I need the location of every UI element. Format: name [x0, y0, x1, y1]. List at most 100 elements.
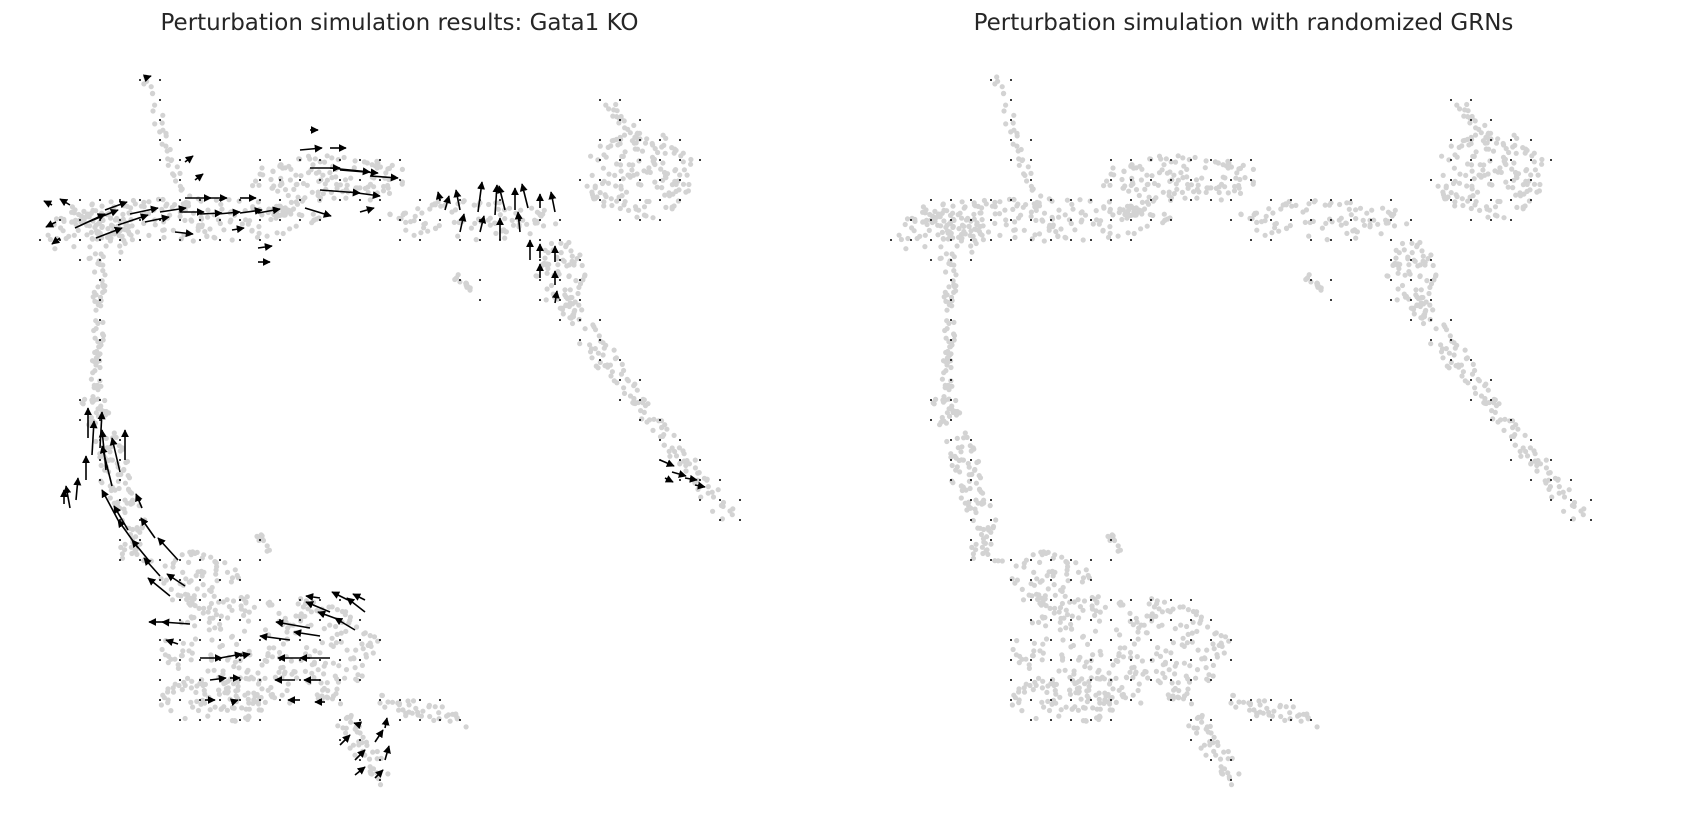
left-grid-point: [199, 639, 201, 641]
left-cell-point: [245, 667, 251, 674]
left-cell-point: [669, 145, 675, 151]
left-cell-point: [72, 207, 78, 213]
right-cell-point: [940, 202, 946, 208]
right-cell-point: [966, 464, 972, 470]
right-cell-point: [968, 228, 974, 234]
right-cell-point: [1433, 272, 1439, 278]
right-grid-point: [1530, 479, 1532, 481]
left-cell-point: [298, 611, 304, 617]
left-cell-point: [185, 592, 191, 598]
right-grid-point: [1550, 479, 1552, 481]
right-cell-point: [1037, 579, 1043, 585]
left-cell-point: [215, 217, 221, 223]
right-cell-point: [946, 302, 952, 308]
left-cell-point: [182, 682, 188, 689]
left-grid-point: [339, 659, 341, 661]
right-cell-point: [1156, 606, 1162, 612]
left-cell-point: [122, 547, 128, 553]
right-grid-point: [1570, 519, 1572, 521]
right-cell-point: [1016, 162, 1022, 168]
left-cell-point: [116, 485, 122, 492]
right-grid-point: [1070, 199, 1072, 201]
right-cell-point: [1304, 275, 1311, 281]
left-cell-point: [379, 692, 385, 699]
left-grid-point: [339, 159, 341, 161]
right-cell-point: [1443, 346, 1449, 352]
left-cell-point: [225, 678, 231, 684]
right-cell-point: [1218, 197, 1224, 203]
left-cell-point: [324, 177, 330, 183]
right-cell-point: [1217, 756, 1224, 762]
right-grid-point: [1070, 579, 1072, 581]
right-cell-point: [1172, 671, 1178, 677]
right-grid-point: [1270, 239, 1272, 241]
right-cell-point: [1185, 185, 1191, 191]
right-cell-point: [1581, 506, 1587, 512]
left-cell-point: [445, 712, 451, 718]
left-grid-point: [399, 239, 401, 241]
left-cell-point: [324, 680, 330, 686]
left-cell-point: [468, 225, 474, 231]
left-cell-point: [729, 512, 735, 518]
right-cell-point: [939, 229, 945, 235]
right-cell-point: [990, 523, 997, 530]
left-grid-point: [259, 619, 261, 621]
right-grid-point: [1050, 199, 1052, 201]
left-vector-arrow: [259, 632, 291, 641]
left-cell-point: [218, 613, 224, 619]
right-grid-point: [1130, 659, 1132, 661]
right-cell-point: [1162, 674, 1168, 681]
right-grid-point: [1570, 479, 1572, 481]
right-cell-point: [941, 218, 947, 224]
right-cell-point: [1319, 225, 1325, 231]
left-grid-point: [319, 619, 321, 621]
left-grid-point: [559, 219, 561, 221]
right-cell-point: [980, 550, 986, 557]
right-cell-point: [950, 203, 956, 209]
left-grid-point: [179, 679, 181, 681]
right-grid-point: [1130, 219, 1132, 221]
left-cell-point: [613, 101, 619, 108]
right-cell-point: [1019, 586, 1025, 593]
right-grid-point: [950, 399, 952, 401]
left-cell-point: [659, 144, 665, 150]
right-cell-point: [1250, 179, 1256, 185]
right-grid-point: [1110, 679, 1112, 681]
right-cell-point: [1446, 350, 1452, 356]
left-cell-point: [177, 213, 183, 220]
right-cell-point: [1076, 689, 1082, 695]
right-grid-point: [1250, 719, 1252, 721]
right-cell-point: [1524, 167, 1530, 173]
left-cell-point: [103, 435, 109, 441]
right-cell-point: [939, 376, 945, 382]
left-cell-point: [371, 634, 378, 640]
right-cell-point: [1028, 213, 1034, 220]
left-cell-point: [128, 205, 134, 211]
left-cell-point: [352, 726, 358, 732]
left-cell-point: [100, 331, 106, 337]
right-grid-point: [1190, 659, 1192, 661]
right-cell-point: [1308, 279, 1314, 285]
right-cell-point: [1107, 206, 1113, 212]
right-cell-point: [1414, 244, 1420, 250]
left-cell-point: [453, 711, 459, 717]
right-cell-point: [1543, 457, 1549, 463]
right-cell-point: [948, 364, 954, 371]
right-grid-point: [1310, 239, 1312, 241]
right-grid-point: [1230, 779, 1232, 781]
left-cell-point: [620, 176, 626, 182]
right-cell-point: [1481, 162, 1487, 168]
right-grid-point: [1370, 219, 1372, 221]
right-cell-point: [1113, 627, 1120, 633]
right-cell-point: [946, 413, 953, 419]
left-cell-point: [199, 224, 205, 230]
left-cell-point: [562, 287, 568, 293]
right-cell-point: [1164, 170, 1170, 176]
right-cell-point: [1539, 161, 1545, 167]
right-cell-point: [1194, 628, 1200, 635]
right-cell-point: [961, 205, 967, 211]
left-cell-point: [652, 146, 658, 152]
left-cell-point: [93, 292, 99, 298]
left-cell-point: [658, 166, 664, 172]
left-cell-point: [52, 246, 58, 252]
